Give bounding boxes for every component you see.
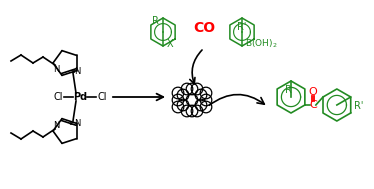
Text: Cl: Cl — [53, 92, 63, 102]
Text: R: R — [152, 16, 159, 26]
Text: R': R' — [237, 22, 247, 32]
Text: =N: =N — [68, 67, 82, 75]
Text: CO: CO — [193, 21, 215, 35]
Text: Cl: Cl — [97, 92, 107, 102]
FancyArrowPatch shape — [209, 94, 264, 105]
Text: O: O — [309, 87, 317, 97]
Text: N: N — [53, 121, 59, 129]
Text: B(OH)$_2$: B(OH)$_2$ — [245, 38, 278, 50]
Text: R': R' — [354, 101, 363, 111]
Text: N: N — [53, 64, 59, 74]
Text: X: X — [167, 39, 174, 49]
Text: Pd: Pd — [73, 92, 87, 102]
Text: R: R — [285, 85, 291, 95]
Text: =N: =N — [68, 119, 82, 128]
Text: C: C — [309, 100, 317, 110]
FancyArrowPatch shape — [190, 50, 202, 84]
